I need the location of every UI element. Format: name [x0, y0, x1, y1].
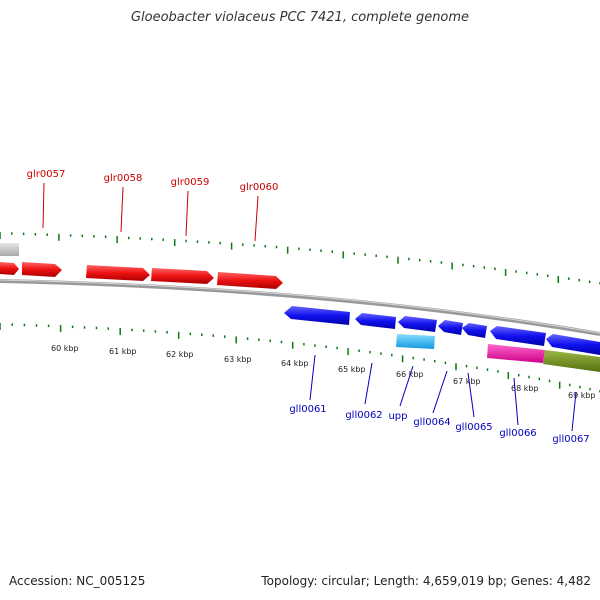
label-leader-line — [432, 370, 448, 414]
gene-arrow-reverse[interactable] — [438, 320, 463, 335]
gene-arrow-forward[interactable] — [0, 262, 19, 275]
gene-label-gll0061[interactable]: gll0061 — [289, 404, 326, 415]
genome-backbone-highlight — [0, 279, 600, 334]
scale-label: 64 kbp — [281, 359, 309, 368]
label-leader-line — [185, 190, 189, 237]
gene-label-gll0066[interactable]: gll0066 — [499, 428, 536, 439]
reverse-strand-genes — [284, 306, 600, 372]
gene-arrow-grey-forward[interactable] — [0, 243, 19, 256]
topology-text: Topology: circular; Length: 4,659,019 bp… — [261, 574, 591, 588]
scale-label: 69 kbp — [568, 391, 596, 400]
gene-label-glr0059[interactable]: glr0059 — [171, 177, 210, 188]
feature-olive[interactable] — [543, 350, 600, 372]
gene-arrow-forward[interactable] — [86, 265, 150, 281]
scale-label: 68 kbp — [511, 384, 539, 393]
accession-text: Accession: NC_005125 — [9, 574, 146, 588]
scale-label: 65 kbp — [338, 365, 366, 374]
gene-arrow-reverse[interactable] — [546, 334, 600, 355]
outer-tick-track — [0, 232, 600, 285]
label-leader-line — [364, 362, 373, 405]
gene-arrow-forward[interactable] — [151, 268, 214, 284]
gene-label-upp[interactable]: upp — [388, 411, 407, 422]
label-leader-line — [42, 182, 45, 229]
forward-strand-genes — [0, 243, 283, 289]
gene-label-glr0060[interactable]: glr0060 — [240, 182, 279, 193]
scale-label: 60 kbp — [51, 344, 79, 353]
gene-label-gll0065[interactable]: gll0065 — [455, 422, 492, 433]
label-leader-line — [399, 365, 414, 407]
gene-arrow-reverse[interactable] — [284, 306, 350, 325]
reverse-gene-labels — [309, 354, 577, 432]
gene-arrow-forward[interactable] — [217, 272, 283, 289]
label-leader-line — [309, 354, 316, 401]
gene-arrow-forward[interactable] — [22, 262, 62, 277]
gene-arrow-reverse[interactable] — [398, 316, 437, 332]
scale-label: 63 kbp — [224, 355, 252, 364]
scale-label: 67 kbp — [453, 377, 481, 386]
label-leader-line — [120, 186, 124, 233]
forward-gene-labels — [42, 182, 259, 242]
scale-label: 62 kbp — [166, 350, 194, 359]
genome-backbone — [0, 279, 600, 336]
gene-label-gll0062[interactable]: gll0062 — [345, 410, 382, 421]
gene-label-glr0058[interactable]: glr0058 — [104, 173, 143, 184]
label-leader-line — [571, 391, 577, 432]
label-leader-line — [513, 377, 519, 426]
gene-label-gll0064[interactable]: gll0064 — [413, 417, 450, 428]
label-leader-line — [254, 195, 259, 242]
scale-label: 61 kbp — [109, 347, 137, 356]
genome-title: Gloeobacter violaceus PCC 7421, complete… — [130, 10, 470, 25]
rna-gene-upp[interactable] — [396, 334, 435, 349]
inner-tick-track — [0, 323, 600, 393]
gene-arrow-reverse[interactable] — [462, 323, 487, 338]
gene-label-gll0067[interactable]: gll0067 — [552, 434, 589, 445]
feature-pink[interactable] — [487, 344, 545, 363]
gene-arrow-reverse[interactable] — [490, 326, 546, 346]
gene-arrow-reverse[interactable] — [355, 313, 396, 329]
label-leader-line — [467, 372, 475, 418]
gene-label-glr0057[interactable]: glr0057 — [27, 169, 66, 180]
